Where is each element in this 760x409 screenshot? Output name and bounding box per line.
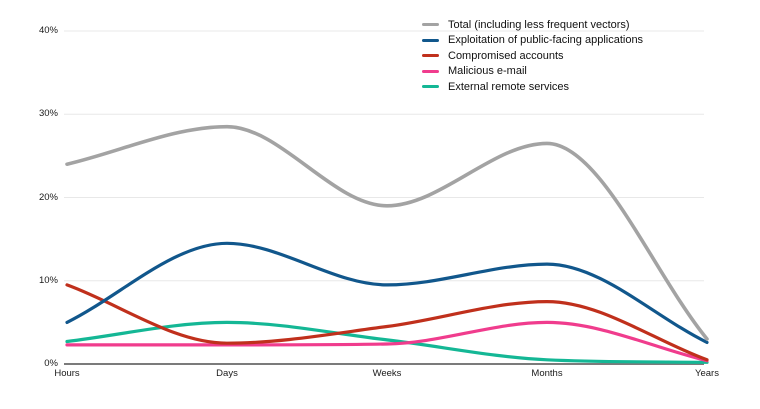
y-tick-label-40: 40% — [38, 25, 58, 36]
legend-item-compromised-accounts: Compromised accounts — [422, 48, 643, 64]
x-tick-label-hours: Hours — [54, 368, 80, 379]
x-tick-label-years: Years — [695, 368, 719, 379]
legend-label: Exploitation of public-facing applicatio… — [448, 34, 644, 47]
legend-item-total-including-less-frequent-vectors: Total (including less frequent vectors) — [422, 17, 643, 33]
legend-label: Malicious e-mail — [448, 65, 527, 78]
legend-swatch-icon — [422, 23, 439, 27]
series-line-exploitation-of-public-facing-applicatio — [65, 241, 709, 344]
series-line-external-remote-services — [65, 320, 709, 364]
x-tick-label-months: Months — [531, 368, 563, 379]
legend-label: Compromised accounts — [448, 49, 564, 62]
y-tick-label-20: 20% — [38, 191, 58, 203]
legend-swatch-icon — [422, 69, 439, 73]
y-tick-label-10: 10% — [38, 274, 58, 286]
series-line-total-including-less-frequent-vectors — [65, 124, 709, 341]
y-tick-label-0: 0% — [44, 358, 58, 369]
legend-swatch-icon — [422, 85, 439, 89]
legend-item-exploitation-of-public-facing-applicatio: Exploitation of public-facing applicatio… — [422, 33, 643, 49]
legend: Total (including less frequent vectors) E… — [422, 17, 643, 95]
x-tick-label-days: Days — [216, 368, 238, 379]
series-line-compromised-accounts — [65, 283, 709, 362]
x-tick-label-weeks: Weeks — [372, 368, 402, 379]
legend-item-external-remote-services: External remote services — [422, 79, 643, 95]
legend-item-malicious-e-mail: Malicious e-mail — [422, 64, 643, 80]
y-tick-label-30: 30% — [38, 108, 58, 120]
legend-label: Total (including less frequent vectors) — [448, 18, 630, 31]
legend-swatch-icon — [422, 54, 439, 58]
legend-swatch-icon — [422, 38, 439, 42]
series-line-malicious-e-mail — [65, 320, 709, 363]
legend-label: External remote services — [448, 80, 570, 93]
